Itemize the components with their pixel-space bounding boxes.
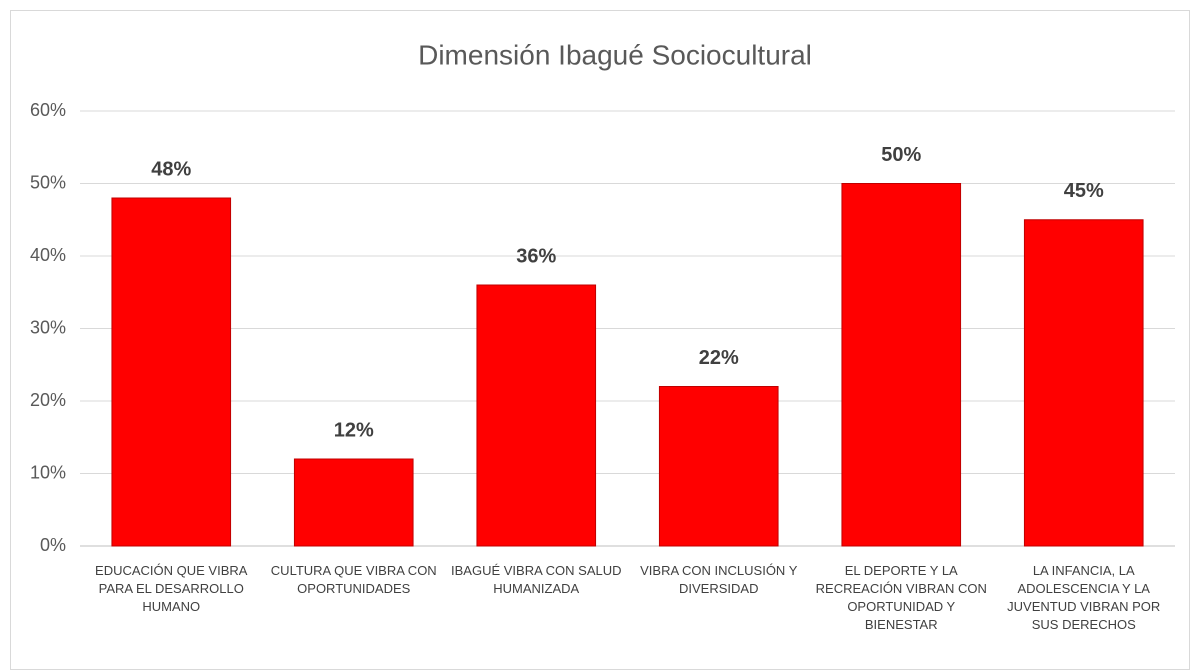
data-label: 48%: [151, 158, 191, 180]
x-tick-label: EDUCACIÓN QUE VIBRA PARA EL DESARROLLO H…: [95, 563, 248, 614]
y-tick-label: 0%: [40, 535, 66, 555]
x-tick-label: CULTURA QUE VIBRA CON OPORTUNIDADES: [270, 563, 437, 596]
y-tick-label: 40%: [30, 245, 66, 265]
y-tick-label: 60%: [30, 100, 66, 120]
chart-title: Dimensión Ibagué Sociocultural: [418, 39, 812, 70]
y-tick-label: 30%: [30, 317, 66, 337]
bar: [293, 458, 414, 547]
x-tick-label: VIBRA CON INCLUSIÓN Y DIVERSIDAD: [640, 563, 798, 596]
bar: [658, 386, 779, 547]
data-label: 36%: [516, 245, 556, 267]
y-tick-label: 10%: [30, 462, 66, 482]
bar: [476, 284, 597, 547]
data-label: 45%: [1064, 180, 1104, 202]
bar: [1023, 219, 1144, 547]
x-tick-label: IBAGUÉ VIBRA CON SALUD HUMANIZADA: [451, 563, 622, 596]
y-tick-label: 20%: [30, 390, 66, 410]
data-label: 12%: [334, 419, 374, 441]
y-tick-label: 50%: [30, 172, 66, 192]
data-label: 22%: [699, 347, 739, 369]
bar: [841, 183, 962, 547]
x-tick-label: LA INFANCIA, LA ADOLESCENCIA Y LA JUVENT…: [1007, 563, 1161, 632]
x-tick-label: EL DEPORTE Y LA RECREACIÓN VIBRAN CON OP…: [815, 563, 987, 632]
bar: [111, 197, 232, 547]
data-label: 50%: [881, 144, 921, 166]
